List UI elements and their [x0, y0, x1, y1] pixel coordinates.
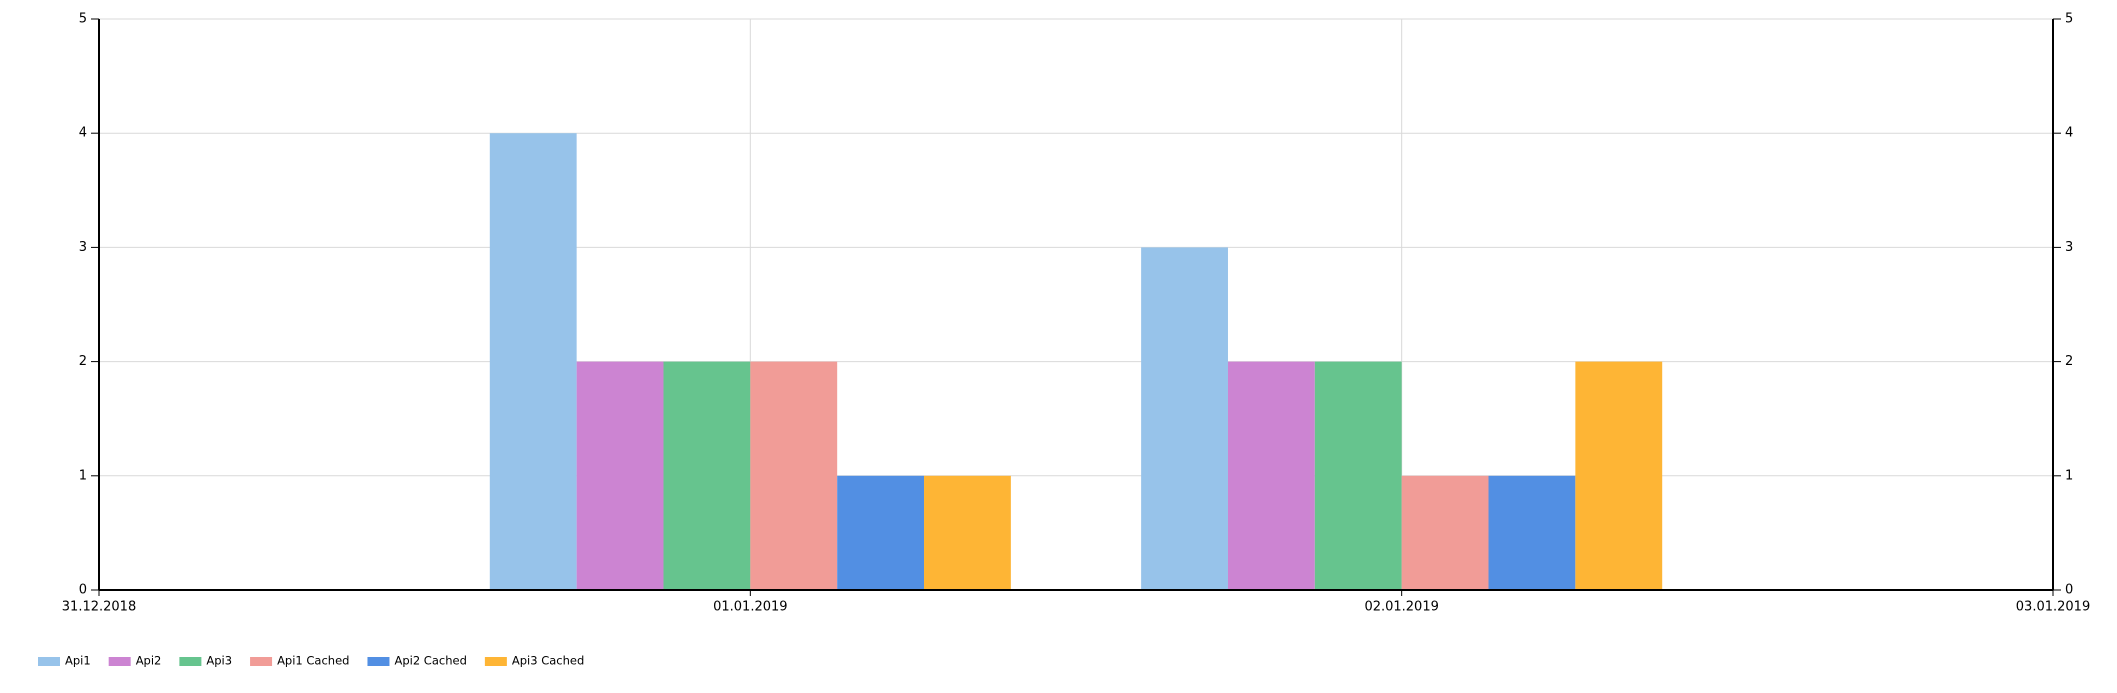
bar	[1227, 361, 1315, 590]
legend-swatch	[108, 657, 131, 666]
bar	[1314, 361, 1402, 590]
bar	[1575, 361, 1663, 590]
legend-swatch	[179, 657, 202, 666]
legend-label: Api1	[65, 654, 91, 668]
legend-swatch	[250, 657, 273, 666]
y2-tick-label: 4	[2065, 126, 2073, 141]
bar	[576, 361, 664, 590]
y2-tick-label: 3	[2065, 240, 2073, 255]
y-tick-label: 1	[79, 468, 87, 483]
legend-label: Api3 Cached	[512, 654, 584, 668]
bar	[489, 133, 577, 590]
legend-label: Api2	[136, 654, 162, 668]
legend: Api1 Api2 Api3 Api1 Cached Api2 Cached Api3 C…	[38, 654, 584, 668]
y-tick-label: 4	[79, 126, 87, 141]
y-tick-label: 0	[79, 583, 87, 598]
x-tick-label: 03.01.2019	[2016, 600, 2090, 615]
y2-tick-label: 0	[2065, 583, 2073, 598]
bar	[1401, 475, 1489, 590]
bar	[663, 361, 751, 590]
legend-label: Api1 Cached	[277, 654, 349, 668]
legend-label: Api2 Cached	[394, 654, 466, 668]
legend-label: Api3	[206, 654, 232, 668]
x-tick-label: 31.12.2018	[62, 600, 136, 615]
legend-swatch	[484, 657, 507, 666]
legend-swatch	[367, 657, 390, 666]
x-tick-label: 02.01.2019	[1364, 600, 1438, 615]
bar	[924, 475, 1011, 590]
x-tick-label: 01.01.2019	[713, 600, 787, 615]
y2-tick-label: 1	[2065, 468, 2073, 483]
bar	[837, 475, 925, 590]
bar	[750, 361, 838, 590]
y-tick-label: 3	[79, 240, 87, 255]
y-tick-label: 5	[79, 12, 87, 27]
y2-tick-label: 5	[2065, 12, 2073, 27]
grid	[98, 18, 2054, 591]
legend-swatch	[38, 657, 60, 666]
y-tick-label: 2	[79, 354, 87, 369]
y2-tick-label: 2	[2065, 354, 2073, 369]
bar	[1488, 475, 1576, 590]
bar	[1141, 247, 1228, 590]
